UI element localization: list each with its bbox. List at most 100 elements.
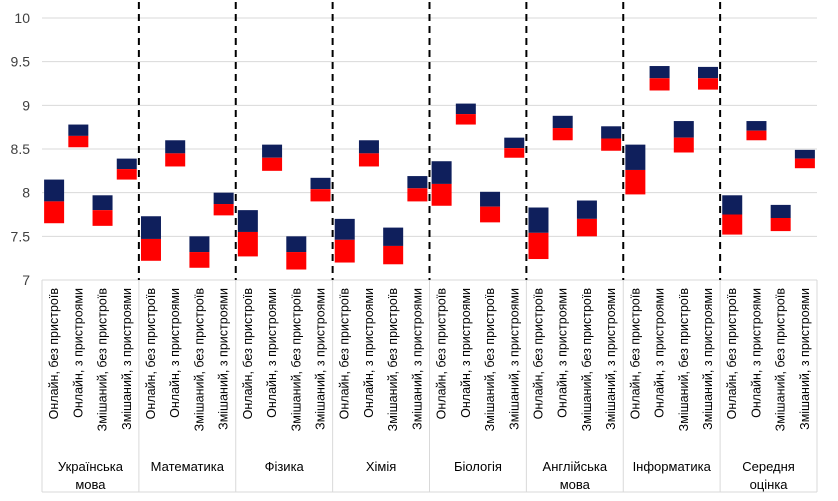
group-label: Біологія: [454, 459, 502, 474]
category-label: Змішаний, з пристроями: [507, 288, 521, 430]
group-label: Фізика: [265, 459, 305, 474]
y-tick-label: 7: [22, 272, 30, 288]
category-label: Онлайн, з пристроями: [265, 288, 279, 418]
bar-upper-segment: [140, 216, 161, 239]
bar-upper-segment: [262, 144, 283, 158]
bar-upper-segment: [116, 158, 137, 170]
bar-lower-segment: [407, 188, 428, 202]
category-label: Змішаний, з пристроями: [314, 288, 328, 430]
bar-upper-segment: [310, 177, 331, 190]
bar-lower-segment: [601, 138, 622, 151]
y-tick-label: 9: [22, 97, 30, 113]
bar-upper-segment: [455, 103, 476, 115]
category-label: Онлайн, без пристроїв: [435, 288, 449, 420]
category-label: Онлайн, без пристроїв: [144, 288, 158, 420]
y-axis-tick-labels: 7 7.5 8 8.5 9 9.5 10: [11, 10, 31, 288]
y-tick-label: 8.5: [11, 141, 31, 157]
bar-upper-segment: [722, 195, 743, 215]
bar-upper-segment: [165, 140, 186, 154]
bar-lower-segment: [649, 78, 670, 91]
bar-lower-segment: [504, 148, 525, 158]
group-label: Хімія: [366, 459, 396, 474]
bar-lower-segment: [698, 78, 719, 90]
category-label: Онлайн, з пристроями: [653, 288, 667, 418]
category-label: Змішаний, з пристроями: [701, 288, 715, 430]
category-label: Змішаний, без пристроїв: [774, 288, 788, 432]
category-label: Онлайн, з пристроями: [749, 288, 763, 418]
category-label: Онлайн, без пристроїв: [338, 288, 352, 420]
bar-upper-segment: [480, 191, 501, 207]
group-label: мова: [560, 477, 591, 492]
category-label: Змішаний, з пристроями: [217, 288, 231, 430]
group-label: оцінка: [750, 477, 789, 492]
category-label: Онлайн, з пристроями: [459, 288, 473, 418]
bar-upper-segment: [68, 124, 89, 136]
group-label: Математика: [151, 459, 225, 474]
category-label: Змішаний, з пристроями: [604, 288, 618, 430]
group-label: Середня: [742, 459, 795, 474]
bar-upper-segment: [552, 115, 573, 129]
category-labels: Онлайн, без пристроїв Онлайн, з пристроям…: [47, 288, 812, 492]
category-label: Онлайн, з пристроями: [71, 288, 85, 418]
bar-lower-segment: [383, 245, 404, 265]
category-label: Змішаний, з пристроями: [410, 288, 424, 430]
bar-lower-segment: [334, 239, 355, 263]
bar-lower-segment: [673, 137, 694, 153]
bar-upper-segment: [358, 140, 379, 154]
bar-upper-segment: [334, 218, 355, 240]
bar-upper-segment: [528, 207, 549, 233]
category-label: Змішаний, без пристроїв: [289, 288, 303, 432]
bar-lower-segment: [528, 232, 549, 260]
category-label: Змішаний, з пристроями: [798, 288, 812, 430]
bar-upper-segment: [383, 227, 404, 246]
bar-upper-segment: [746, 121, 767, 131]
category-label: Змішаний, з пристроями: [120, 288, 134, 430]
group-label: Українська: [58, 459, 124, 474]
group-label: Англійська: [543, 459, 608, 474]
bar-upper-segment: [625, 144, 646, 170]
bar-lower-segment: [237, 231, 258, 257]
bar-upper-segment: [770, 204, 791, 218]
y-tick-label: 8: [22, 185, 30, 201]
category-label: Онлайн, без пристроїв: [531, 288, 545, 420]
group-separators: [137, 2, 722, 280]
category-label: Онлайн, без пристроїв: [47, 288, 61, 420]
y-tick-label: 7.5: [11, 228, 31, 244]
bar-upper-segment: [189, 236, 210, 253]
bar-lower-segment: [262, 157, 283, 171]
bar-upper-segment: [576, 200, 597, 219]
group-label: мова: [75, 477, 106, 492]
bar-lower-segment: [165, 153, 186, 167]
bar-lower-segment: [480, 206, 501, 223]
bar-lower-segment: [140, 238, 161, 261]
y-tick-label: 9.5: [11, 54, 31, 70]
bar-lower-segment: [213, 204, 234, 216]
y-tick-label: 10: [14, 10, 30, 26]
bar-lower-segment: [455, 114, 476, 125]
group-label: Інформатика: [633, 459, 712, 474]
category-label: Змішаний, без пристроїв: [386, 288, 400, 432]
bar-upper-segment: [504, 137, 525, 149]
bar-lower-segment: [431, 183, 452, 206]
bar-lower-segment: [794, 158, 815, 169]
bar-upper-segment: [92, 195, 113, 211]
bar-lower-segment: [358, 153, 379, 167]
category-label: Онлайн, з пристроями: [168, 288, 182, 418]
category-label: Змішаний, без пристроїв: [192, 288, 206, 432]
bar-upper-segment: [213, 192, 234, 205]
bar-upper-segment: [673, 121, 694, 138]
bar-upper-segment: [407, 176, 428, 189]
bar-lower-segment: [625, 169, 646, 195]
bar-lower-segment: [310, 189, 331, 202]
category-label: Змішаний, без пристроїв: [96, 288, 110, 432]
category-label: Змішаний, без пристроїв: [580, 288, 594, 432]
bars: [44, 66, 815, 270]
bar-lower-segment: [92, 210, 113, 226]
category-label: Онлайн, з пристроями: [556, 288, 570, 418]
bar-upper-segment: [44, 179, 65, 202]
bar-lower-segment: [68, 135, 89, 148]
bar-upper-segment: [601, 126, 622, 139]
bar-upper-segment: [794, 149, 815, 159]
bar-upper-segment: [698, 66, 719, 79]
